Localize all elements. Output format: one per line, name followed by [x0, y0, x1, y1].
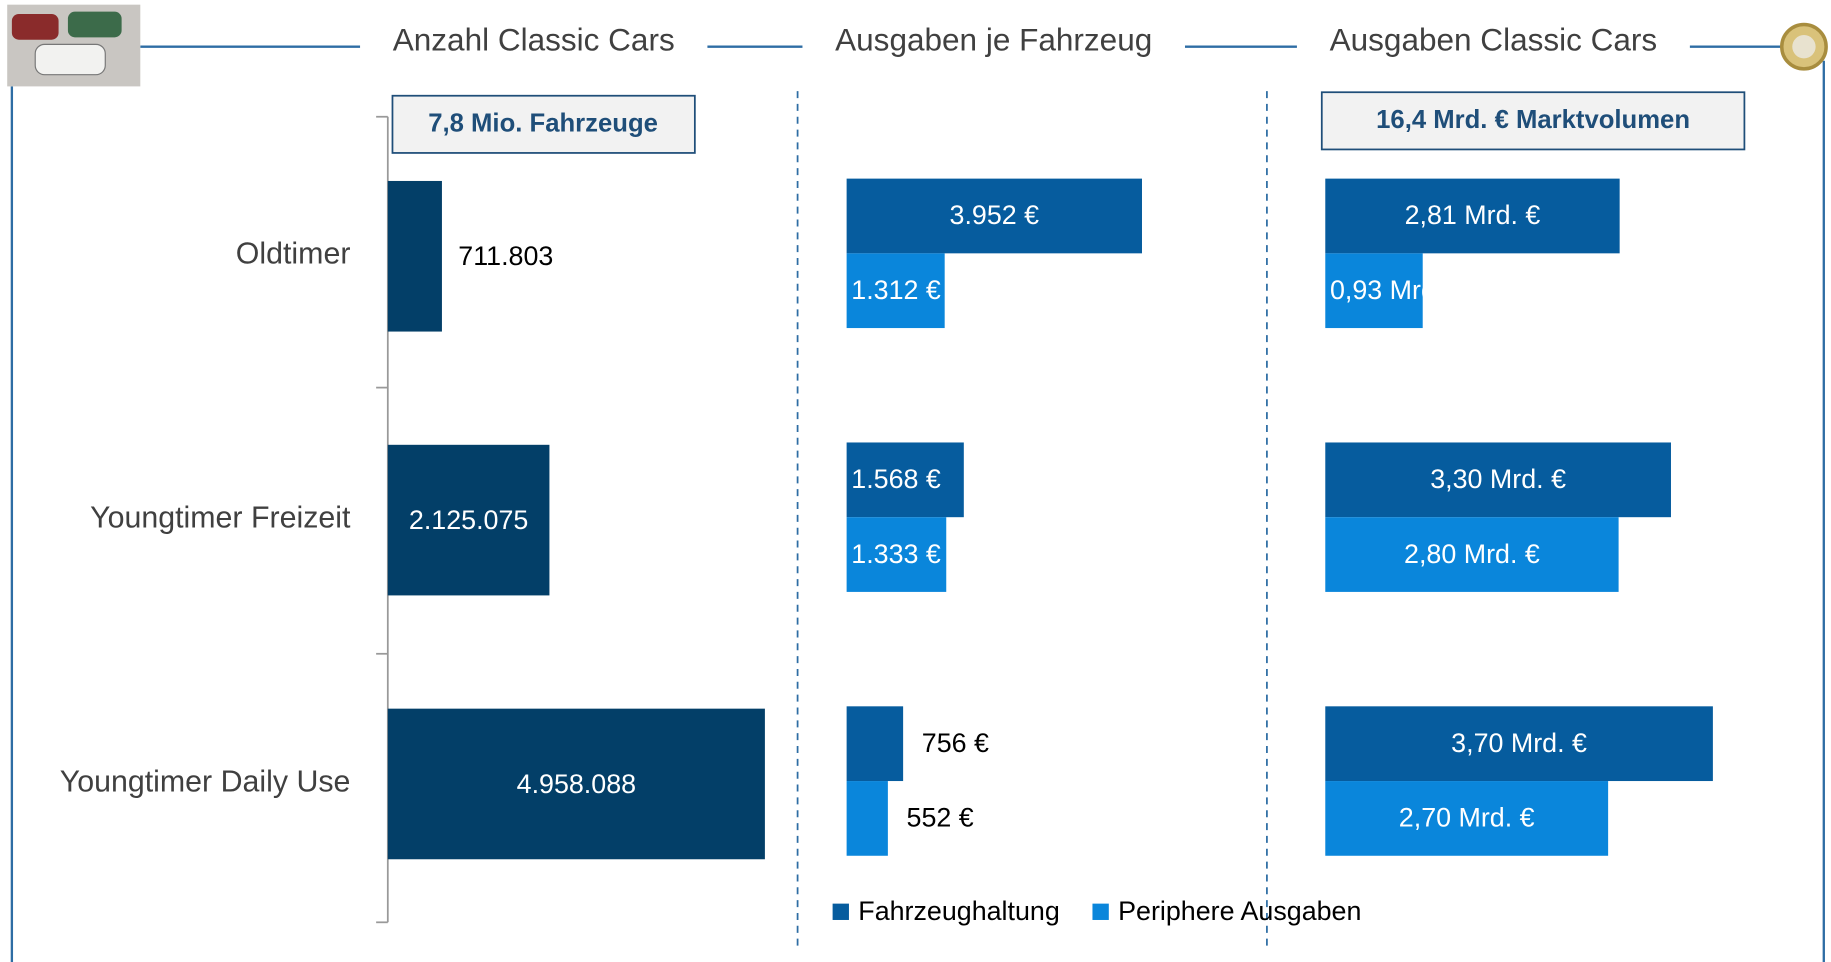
panel-title: Anzahl Classic Cars — [393, 21, 675, 57]
bar — [1325, 517, 1619, 592]
value-label: 1.333 € — [851, 539, 941, 569]
bar — [846, 781, 888, 856]
panel-title: Ausgaben Classic Cars — [1330, 21, 1658, 57]
bar — [387, 444, 550, 596]
legend-swatch — [832, 903, 849, 920]
bar — [1325, 781, 1609, 856]
title-backing — [802, 29, 1185, 62]
value-label: 756 € — [922, 728, 989, 758]
bar — [1325, 253, 1423, 329]
legend-label: Periphere Ausgaben — [1118, 896, 1361, 926]
title-backing — [360, 29, 708, 62]
panel-title: Ausgaben je Fahrzeug — [835, 21, 1152, 57]
bar — [846, 178, 1142, 254]
bar — [846, 706, 904, 782]
bar — [846, 442, 964, 518]
value-label: 4.958.088 — [517, 769, 636, 799]
bar — [387, 708, 765, 860]
coin-image — [1780, 22, 1828, 71]
bar — [846, 253, 945, 329]
category-label: Youngtimer Daily Use — [60, 765, 351, 798]
car — [34, 43, 106, 76]
value-label: 1.312 € — [851, 275, 941, 305]
annotation: 16,4 Mrd. € Marktvolumen — [1376, 106, 1690, 134]
annotation-box — [1320, 91, 1746, 151]
bar — [1325, 706, 1713, 782]
category-label: Oldtimer — [236, 238, 351, 271]
value-label: 711.803 — [458, 241, 553, 271]
value-label: 552 € — [907, 803, 974, 833]
bar — [387, 180, 442, 332]
value-label: 2,70 Mrd. € — [1399, 803, 1535, 833]
annotation-box — [391, 94, 696, 154]
cars-image — [7, 4, 141, 87]
bar — [1325, 442, 1671, 518]
value-label: 1.568 € — [851, 464, 941, 494]
category-label: Youngtimer Freizeit — [90, 502, 351, 535]
value-label: 3,70 Mrd. € — [1451, 728, 1587, 758]
bar — [846, 517, 947, 592]
dividers — [796, 91, 1268, 952]
title-backing — [1296, 29, 1690, 62]
value-label: 0,93 Mrd. € — [1330, 275, 1466, 305]
value-label: 2.125.075 — [409, 505, 528, 535]
value-label: 3.952 € — [950, 200, 1040, 230]
value-label: 2,80 Mrd. € — [1404, 539, 1540, 569]
legend-swatch — [1092, 903, 1109, 920]
bar — [1325, 178, 1620, 254]
legend-label: Fahrzeughaltung — [858, 896, 1059, 926]
car — [67, 11, 122, 38]
value-label: 3,30 Mrd. € — [1430, 464, 1566, 494]
coin-center — [1792, 35, 1816, 59]
axis — [376, 115, 389, 924]
value-label: 2,81 Mrd. € — [1405, 200, 1541, 230]
annotation: 7,8 Mio. Fahrzeuge — [428, 110, 658, 138]
car — [11, 14, 59, 40]
